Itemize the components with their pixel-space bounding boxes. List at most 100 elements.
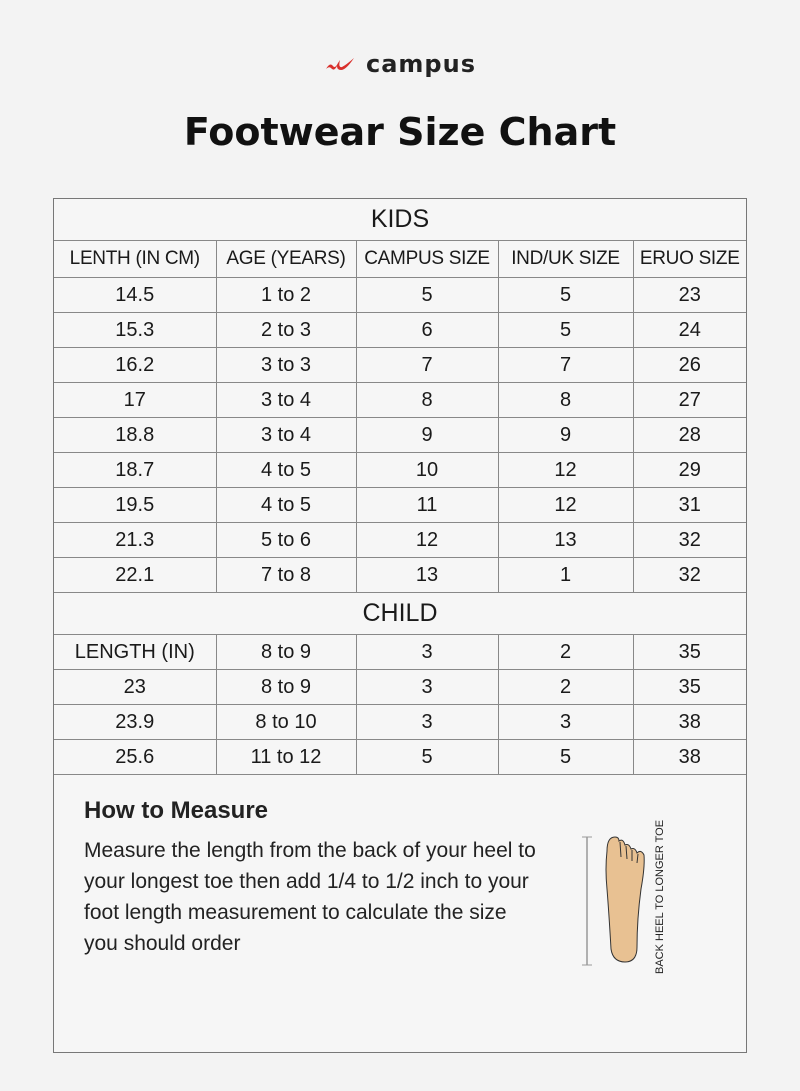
table-cell: 12 [497, 487, 634, 523]
table-cell: 38 [632, 739, 746, 775]
table-cell: 3 to 4 [215, 417, 357, 453]
table-cell: CAMPUS SIZE [355, 240, 499, 278]
measure-text: Measure the length from the back of your… [84, 839, 536, 955]
table-cell: 2 to 3 [215, 312, 357, 348]
table-cell: 9 [355, 417, 499, 453]
table-cell: 38 [632, 704, 746, 740]
table-cell: 1 to 2 [215, 277, 357, 313]
table-cell: 8 [355, 382, 499, 418]
table-cell: 35 [632, 669, 746, 705]
table-cell: 12 [497, 452, 634, 488]
table-cell: AGE (YEARS) [215, 240, 357, 278]
table-cell: 14.5 [54, 277, 217, 313]
table-cell: 5 [497, 277, 634, 313]
table-cell: 25.6 [54, 739, 217, 775]
table-row: 14.5 1 to 2 5 5 23 [54, 277, 746, 313]
table-cell: 22.1 [54, 557, 217, 593]
table-cell: 23.9 [54, 704, 217, 740]
table-cell: IND/UK SIZE [497, 240, 634, 278]
table-row: 23.9 8 to 10 3 3 38 [54, 704, 746, 740]
table-cell: 6 [355, 312, 499, 348]
table-cell: 8 to 10 [215, 704, 357, 740]
table-cell: LENGTH (IN) [54, 634, 217, 670]
brand-name: campus [366, 50, 476, 78]
table-cell: 3 [497, 704, 634, 740]
table-cell: 8 to 9 [215, 634, 357, 670]
table-cell: 19.5 [54, 487, 217, 523]
table-cell: 18.7 [54, 452, 217, 488]
table-cell: 4 to 5 [215, 452, 357, 488]
table-cell: 35 [632, 634, 746, 670]
table-cell: ERUO SIZE [632, 240, 746, 278]
table-cell: 5 [497, 312, 634, 348]
table-row: 23 8 to 9 3 2 35 [54, 669, 746, 705]
table-cell: 32 [632, 522, 746, 558]
page-title: Footwear Size Chart [183, 110, 617, 154]
table-cell: 23 [54, 669, 217, 705]
table-cell: 2 [497, 634, 634, 670]
table-cell: 3 [355, 634, 499, 670]
table-cell: 5 to 6 [215, 522, 357, 558]
table-row: 25.6 11 to 12 5 5 38 [54, 739, 746, 775]
table-cell: 5 [497, 739, 634, 775]
table-cell: 13 [355, 557, 499, 593]
campus-swoosh-icon [326, 58, 354, 70]
section-heading: KIDS [54, 199, 746, 241]
table-cell: 4 to 5 [215, 487, 357, 523]
foot-diagram-icon [582, 836, 645, 966]
table-row: 19.5 4 to 5 11 12 31 [54, 487, 746, 523]
brand-logo: campus [0, 50, 800, 78]
table-cell: 5 [355, 739, 499, 775]
table-cell: 7 [355, 347, 499, 383]
table-header-row: LENTH (IN CM) AGE (YEARS) CAMPUS SIZE IND/U… [54, 240, 746, 278]
table-cell: 26 [632, 347, 746, 383]
table-cell: 11 [355, 487, 499, 523]
section-heading: CHILD [54, 592, 746, 635]
how-to-measure: How to Measure Measure the length from t… [84, 797, 544, 959]
table-cell: 3 [355, 704, 499, 740]
table-cell: 23 [632, 277, 746, 313]
table-cell: 17 [54, 382, 217, 418]
size-table: KIDS LENTH (IN CM) AGE (YEARS) CAMPUS SIZE I… [54, 199, 746, 775]
table-cell: 12 [355, 522, 499, 558]
measure-heading: How to Measure [84, 797, 269, 824]
table-cell: 15.3 [54, 312, 217, 348]
table-row: 18.7 4 to 5 10 12 29 [54, 452, 746, 488]
table-cell: 3 to 4 [215, 382, 357, 418]
table-cell: 32 [632, 557, 746, 593]
table-row: 16.2 3 to 3 7 7 26 [54, 347, 746, 383]
table-cell: 3 to 3 [215, 347, 357, 383]
table-row: 18.8 3 to 4 9 9 28 [54, 417, 746, 453]
table-cell: 8 [497, 382, 634, 418]
table-row: LENGTH (IN) 8 to 9 3 2 35 [54, 634, 746, 670]
diagram-label: BACK HEEL TO LONGER TOE [654, 819, 666, 974]
table-cell: LENTH (IN CM) [54, 240, 217, 278]
table-cell: 7 [497, 347, 634, 383]
table-cell: 27 [632, 382, 746, 418]
table-cell: 7 to 8 [215, 557, 357, 593]
table-cell: 3 [355, 669, 499, 705]
kids-section-row: KIDS [54, 199, 746, 241]
table-row: 22.1 7 to 8 13 1 32 [54, 557, 746, 593]
size-table-box: KIDS LENTH (IN CM) AGE (YEARS) CAMPUS SIZE I… [53, 198, 747, 1053]
table-cell: 2 [497, 669, 634, 705]
table-cell: 9 [497, 417, 634, 453]
table-cell: 16.2 [54, 347, 217, 383]
table-cell: 13 [497, 522, 634, 558]
table-cell: 1 [497, 557, 634, 593]
child-section-row: CHILD [54, 592, 746, 635]
table-cell: 8 to 9 [215, 669, 357, 705]
table-cell: 5 [355, 277, 499, 313]
table-cell: 24 [632, 312, 746, 348]
table-cell: 10 [355, 452, 499, 488]
table-cell: 18.8 [54, 417, 217, 453]
table-cell: 31 [632, 487, 746, 523]
table-row: 21.3 5 to 6 12 13 32 [54, 522, 746, 558]
table-row: 17 3 to 4 8 8 27 [54, 382, 746, 418]
table-cell: 28 [632, 417, 746, 453]
table-cell: 11 to 12 [215, 739, 357, 775]
table-cell: 29 [632, 452, 746, 488]
table-row: 15.3 2 to 3 6 5 24 [54, 312, 746, 348]
table-cell: 21.3 [54, 522, 217, 558]
